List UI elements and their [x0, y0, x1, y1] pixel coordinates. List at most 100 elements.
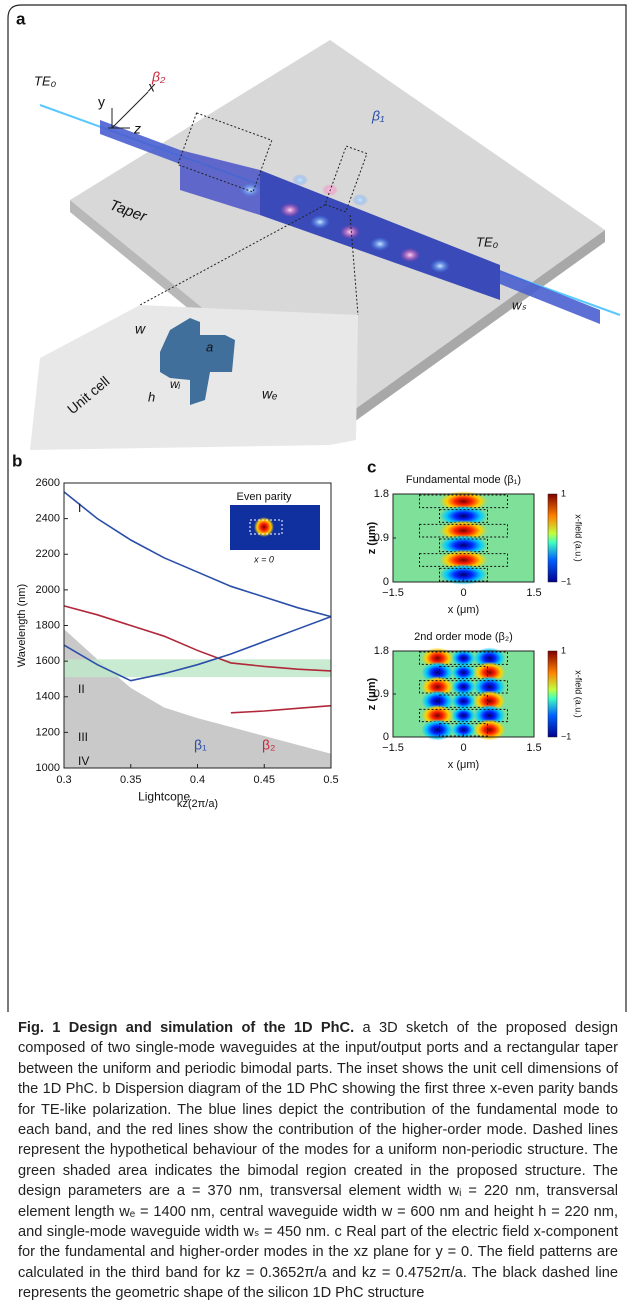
label: a	[206, 339, 213, 354]
band-line	[63, 615, 332, 682]
y-tick-label: 1.8	[374, 645, 389, 657]
waveguide	[500, 270, 600, 324]
y-tick-label: 1800	[36, 619, 60, 631]
x-tick-label: 0	[460, 587, 466, 599]
lobe	[439, 549, 488, 571]
x-tick-label: 0	[460, 742, 466, 754]
lobe	[451, 692, 476, 710]
lobe	[439, 535, 488, 556]
figure: a TE₀ β₂ β₁ TE₀ y x z Taper wₛ Unit cell	[7, 4, 627, 1012]
beta-label: β₂	[262, 737, 276, 753]
band-label: I	[78, 501, 81, 515]
caption-body: a 3D sketch of the proposed design compo…	[18, 1020, 618, 1302]
lobe	[451, 721, 476, 739]
lobe	[421, 719, 454, 741]
colorbar-label: x-field (a.u.)	[574, 514, 584, 562]
y-axis-label: Wavelength (nm)	[16, 584, 28, 667]
waveguide	[100, 120, 180, 164]
caption: Fig. 1 Design and simulation of the 1D P…	[18, 1018, 618, 1304]
colorbar	[547, 650, 558, 738]
y-axis-label: z (μm)	[366, 677, 378, 710]
axes-glyph	[108, 91, 149, 129]
lobe	[451, 649, 476, 667]
colorbar-tick-label: 1	[561, 488, 566, 498]
band-line	[230, 704, 332, 714]
lobe	[451, 678, 476, 696]
substrate-side	[340, 230, 605, 432]
x-tick-label: 0.4	[190, 774, 205, 786]
y-tick-label: 2400	[36, 513, 60, 525]
band-line	[63, 491, 332, 618]
y-tick-label: 2000	[36, 584, 60, 596]
colorbar-label: x-field (a.u.)	[574, 670, 584, 718]
inset-field	[254, 517, 274, 537]
label: w	[135, 321, 146, 337]
bimodal-band	[64, 659, 331, 678]
x-tick-label: 0.35	[120, 774, 141, 786]
x-axis-label: kz(2π/a)	[177, 798, 218, 810]
label: wᵢ	[170, 377, 181, 391]
field	[419, 491, 508, 585]
label: x	[147, 79, 156, 95]
label: TE₀	[34, 73, 57, 88]
y-tick-label: 1000	[36, 762, 60, 774]
beta-label: β₁	[194, 737, 207, 753]
x-axis-label: x (μm)	[448, 604, 479, 616]
band-label: IV	[78, 754, 89, 768]
taper	[180, 150, 260, 215]
lightcone	[64, 629, 331, 768]
x-axis-label: x (μm)	[448, 759, 479, 771]
inset-outline	[249, 519, 283, 535]
x-tick-label: −1.5	[382, 742, 404, 754]
field	[419, 647, 508, 741]
x-tick-label: 1.5	[526, 587, 541, 599]
lobe	[439, 505, 488, 527]
x-tick-label: −1.5	[382, 587, 404, 599]
panel-label: a	[16, 9, 26, 28]
y-tick-label: 0.9	[374, 688, 389, 700]
lobe	[473, 719, 506, 741]
x-tick-label: 0.45	[254, 774, 275, 786]
y-tick-label: 0.9	[374, 532, 389, 544]
taper-box	[177, 112, 273, 193]
label: β₂	[151, 69, 166, 85]
y-tick-label: 1200	[36, 726, 60, 738]
y-tick-label: 2600	[36, 477, 60, 489]
y-tick-label: 1.8	[374, 488, 389, 500]
inset-caption: x = 0	[253, 554, 274, 564]
label: TE₀	[476, 234, 499, 249]
colorbar-tick-label: 1	[561, 645, 566, 655]
caption-title: Fig. 1 Design and simulation of the 1D P…	[18, 1020, 355, 1036]
title: Fundamental mode (β₁)	[406, 474, 521, 486]
unit-cell	[160, 318, 235, 405]
x-tick-label: 0.3	[56, 774, 71, 786]
y-axis-label: z (μm)	[366, 521, 378, 554]
inset-title: Even parity	[236, 491, 292, 503]
cell-box	[324, 145, 368, 213]
band-label: III	[78, 730, 88, 744]
x-tick-label: 1.5	[526, 742, 541, 754]
label: wₑ	[262, 386, 278, 402]
panel-a: a TE₀ β₂ β₁ TE₀ y x z Taper wₛ Unit cell	[16, 9, 621, 450]
colorbar-tick-label: −1	[561, 731, 571, 741]
panel-label: b	[12, 451, 22, 470]
y-tick-label: 1400	[36, 691, 60, 703]
x-tick-label: 0.5	[323, 774, 338, 786]
lobe	[439, 491, 488, 512]
title: 2nd order mode (β₂)	[414, 631, 513, 643]
band-line	[63, 605, 332, 672]
lobe	[439, 520, 488, 541]
panel-label: c	[367, 457, 376, 476]
label: h	[148, 389, 155, 404]
lobe	[451, 706, 476, 725]
label: wₛ	[512, 297, 526, 312]
y-tick-label: 1600	[36, 655, 60, 667]
zoom-line	[139, 204, 326, 306]
area-label: Lightcone	[138, 790, 190, 804]
band-label: II	[78, 682, 85, 696]
lobe	[439, 564, 488, 585]
lobe	[451, 663, 476, 682]
label: z	[133, 121, 141, 137]
label: β₁	[371, 108, 385, 124]
